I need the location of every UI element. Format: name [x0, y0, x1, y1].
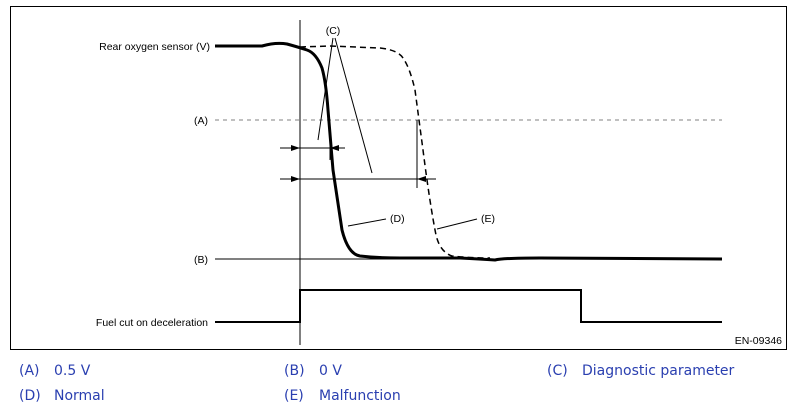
legend-item-e: (E) Malfunction	[284, 388, 401, 404]
e-leader	[436, 218, 478, 230]
fuel-cut-signal	[215, 289, 722, 323]
label-c: (C)	[326, 25, 341, 37]
legend-text: Diagnostic parameter	[582, 363, 735, 379]
legend-key: (E)	[284, 388, 304, 404]
malfunction-curve	[299, 45, 491, 259]
legend-text: 0 V	[319, 363, 342, 379]
rear-o2-label: Rear oxygen sensor (V)	[99, 41, 210, 53]
legend-key: (A)	[19, 363, 40, 379]
fuel-cut-label: Fuel cut on deceleration	[96, 317, 208, 329]
legend-item-a: (A) 0.5 V	[19, 363, 90, 379]
c-leader	[317, 37, 334, 141]
legend-key: (B)	[284, 363, 305, 379]
normal-curve	[215, 41, 723, 262]
figure-code: EN-09346	[735, 335, 782, 347]
arrowhead	[330, 145, 339, 151]
timing-diagram: Rear oxygen sensor (V) (A) (B) Fuel cut …	[10, 6, 787, 350]
legend-item-c: (C) Diagnostic parameter	[547, 363, 734, 379]
arrowhead	[417, 176, 426, 182]
legend-key: (D)	[19, 388, 41, 404]
legend-item-b: (B) 0 V	[284, 363, 342, 379]
arrowhead	[291, 145, 300, 151]
legend-text: Normal	[54, 388, 105, 404]
label-a: (A)	[194, 115, 208, 127]
arrowhead	[291, 176, 300, 182]
c-leader	[334, 37, 373, 174]
label-d: (D)	[390, 213, 405, 225]
legend-key: (C)	[547, 363, 568, 379]
legend-text: Malfunction	[319, 388, 401, 404]
d-leader	[347, 218, 387, 227]
legend: (A) 0.5 V (B) 0 V (C) Diagnostic parameter …	[0, 352, 797, 412]
legend-text: 0.5 V	[54, 363, 91, 379]
legend-item-d: (D) Normal	[19, 388, 105, 404]
label-b: (B)	[194, 254, 208, 266]
diagram-frame	[10, 6, 787, 350]
label-e: (E)	[481, 213, 495, 225]
